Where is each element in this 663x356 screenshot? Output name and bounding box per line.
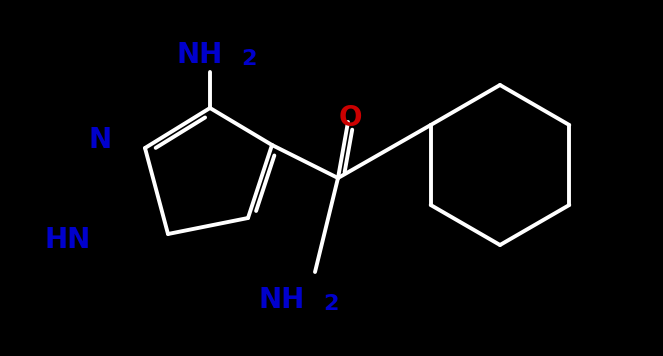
Text: O: O (338, 104, 362, 132)
Text: HN: HN (45, 226, 91, 254)
Text: N: N (88, 126, 111, 154)
Text: 2: 2 (323, 294, 338, 314)
Text: NH: NH (177, 41, 223, 69)
Text: NH: NH (259, 286, 305, 314)
Text: 2: 2 (241, 49, 257, 69)
